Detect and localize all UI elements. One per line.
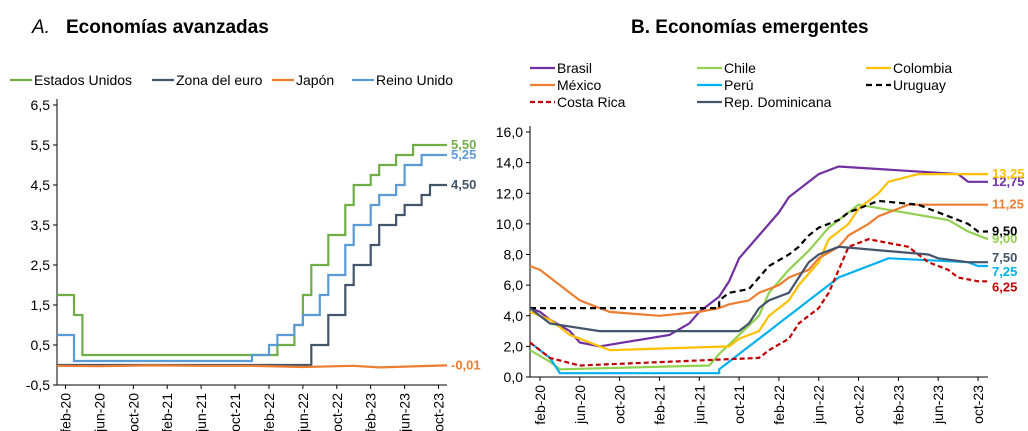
end-label-costa-rica: 6,25 [992,279,1017,294]
panel-emerging: B. Economías emergentes Brasil Chile Colom… [496,17,1025,425]
legend-label: Chile [724,60,756,76]
legend-item-costa-rica: Costa Rica [530,94,626,110]
legend-item-colombia: Colombia [866,60,952,76]
x-tick-label: feb-23 [363,393,379,431]
panel-b-title: B. Economías emergentes [631,17,869,38]
legend-label: Brasil [557,60,592,76]
series-line-mexico [529,203,988,317]
legend-item-japon: Japón [272,72,334,88]
y-tick-label: 16,0 [496,124,523,140]
legend-item-chile: Chile [697,60,756,76]
end-label-japon: -0,01 [451,357,481,372]
legend-label: México [557,77,602,93]
y-tick-label: 3,5 [31,217,51,233]
x-tick-label: jun-23 [397,393,413,431]
legend-label: Uruguay [893,77,946,93]
x-tick-label: jun-22 [295,393,311,431]
y-tick-label: 12,0 [496,185,523,201]
legend-item-rep-dominicana: Rep. Dominicana [697,94,832,110]
panel-a-legend: Estados Unidos Zona del euro Japón Reino Un… [10,72,453,88]
x-tick-label: oct-22 [329,393,345,431]
x-tick-label: oct-20 [125,393,141,431]
x-tick-label: oct-22 [851,385,867,424]
series-line-estados-unidos [57,143,447,357]
y-tick-label: 8,0 [504,247,524,263]
series-line-zona-del-euro [57,183,447,367]
y-tick-label: 2,0 [504,338,524,354]
x-tick-label: jun-22 [811,385,827,425]
y-tick-label: 5,5 [31,137,51,153]
series-line-japon [56,364,448,369]
end-label-mexico: 11,25 [992,197,1024,212]
legend-label: Reino Unido [376,72,453,88]
legend-label: Estados Unidos [34,72,132,88]
series-line-chile [529,203,989,371]
x-tick-label: feb-20 [532,385,548,425]
legend-item-reino-unido: Reino Unido [352,72,453,88]
y-tick-label: 1,5 [31,297,51,313]
legend-label: Perú [724,77,754,93]
legend-item-mexico: México [530,77,602,93]
end-label-reino-unido: 5,25 [451,147,476,162]
x-tick-label: oct-21 [227,393,243,431]
panel-b-plot: 0,0 2,0 4,0 6,0 8,0 10,0 12,0 14,0 16,0 feb-20 jun… [496,124,1025,425]
end-label-colombia: 13,25 [992,166,1025,181]
legend-label: Colombia [893,60,952,76]
y-tick-label: 2,5 [31,257,51,273]
end-label-peru: 7,25 [992,264,1017,279]
series-line-peru [529,257,988,375]
end-label-chile: 9,00 [992,231,1017,246]
legend-item-estados-unidos: Estados Unidos [10,72,132,88]
series-line-uruguay [530,199,988,310]
x-tick-label: oct-23 [970,385,986,424]
panel-b-legend: Brasil Chile Colombia México Perú Uruguay Cost… [530,60,952,110]
panel-advanced: A. Economías avanzadas Estados Unidos Zon… [10,17,481,431]
y-tick-label: 0,0 [504,369,524,385]
legend-label: Rep. Dominicana [724,94,832,110]
end-label-rep-dominicana: 7,50 [992,250,1017,265]
x-tick-label: jun-20 [572,385,588,425]
series-line-reino-unido [57,153,447,363]
legend-item-zona-del-euro: Zona del euro [152,72,263,88]
x-tick-label: feb-20 [57,393,73,431]
x-tick-label: feb-21 [651,385,667,425]
x-tick-label: oct-21 [731,385,747,424]
x-tick-label: feb-22 [261,393,277,431]
panel-a-title: Economías avanzadas [66,17,269,38]
x-tick-label: jun-21 [691,385,707,425]
legend-item-brasil: Brasil [530,60,592,76]
legend-label: Japón [296,72,334,88]
series-line-colombia [529,173,988,352]
y-tick-label: 6,0 [504,277,524,293]
legend-item-uruguay: Uruguay [866,77,946,93]
x-tick-label: jun-23 [930,385,946,425]
series-line-rep-dominicana [529,245,988,333]
end-label-brasil: 12,75 [992,174,1025,189]
end-label-zona-del-euro: 4,50 [451,177,476,192]
x-tick-label: feb-22 [771,385,787,425]
series-line-costa-rica [529,238,988,367]
x-tick-label: feb-21 [159,393,175,431]
x-tick-label: oct-23 [431,393,447,431]
y-tick-label: -0,5 [26,377,50,393]
panel-a-title-letter: A. [31,17,50,38]
y-tick-label: 4,0 [504,308,524,324]
y-tick-label: 0,5 [31,337,51,353]
panel-a-plot: -0,5 0,5 1,5 2,5 3,5 4,5 5,5 6,5 feb-20 jun-20 oct… [26,97,481,431]
x-tick-label: jun-20 [91,393,107,431]
x-tick-label: oct-20 [612,385,628,424]
legend-label: Costa Rica [557,94,626,110]
y-tick-label: 14,0 [496,155,523,171]
legend-label: Zona del euro [176,72,263,88]
legend-item-peru: Perú [697,77,754,93]
y-tick-label: 10,0 [496,216,523,232]
y-tick-label: 4,5 [31,177,51,193]
x-tick-label: jun-21 [193,393,209,431]
y-tick-label: 6,5 [31,97,51,113]
series-line-brasil [529,165,988,348]
end-label-estados-unidos: 5,50 [451,137,476,152]
x-tick-label: feb-23 [890,385,906,425]
end-label-uruguay: 9,50 [992,224,1017,239]
